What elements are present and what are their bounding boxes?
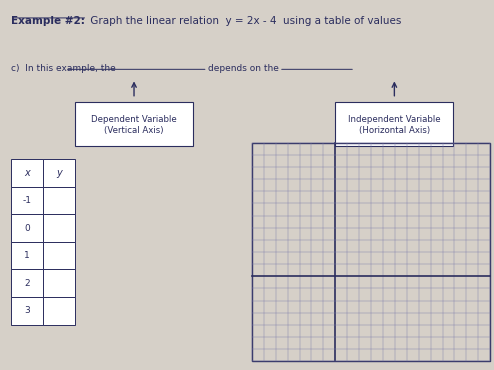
FancyBboxPatch shape — [11, 159, 43, 187]
Text: c)  In this example, the: c) In this example, the — [11, 64, 116, 73]
FancyBboxPatch shape — [43, 214, 75, 242]
FancyBboxPatch shape — [43, 269, 75, 297]
FancyBboxPatch shape — [11, 187, 43, 214]
Text: 0: 0 — [24, 223, 30, 233]
FancyBboxPatch shape — [75, 102, 193, 147]
Text: 1: 1 — [24, 251, 30, 260]
FancyBboxPatch shape — [11, 242, 43, 269]
Text: 2: 2 — [24, 279, 30, 288]
FancyBboxPatch shape — [43, 242, 75, 269]
Text: Independent Variable: Independent Variable — [348, 115, 441, 124]
FancyBboxPatch shape — [11, 214, 43, 242]
Text: (Horizontal Axis): (Horizontal Axis) — [359, 126, 430, 135]
Text: depends on the: depends on the — [207, 64, 279, 73]
Text: x: x — [24, 168, 30, 178]
Text: -1: -1 — [23, 196, 32, 205]
FancyBboxPatch shape — [43, 297, 75, 324]
Text: Example #2:: Example #2: — [11, 16, 85, 26]
Text: 3: 3 — [24, 306, 30, 315]
FancyBboxPatch shape — [43, 159, 75, 187]
FancyBboxPatch shape — [11, 269, 43, 297]
Text: y: y — [56, 168, 62, 178]
Text: (Vertical Axis): (Vertical Axis) — [104, 126, 164, 135]
FancyBboxPatch shape — [11, 297, 43, 324]
Text: Graph the linear relation  y = 2x - 4  using a table of values: Graph the linear relation y = 2x - 4 usi… — [87, 16, 402, 26]
Text: Dependent Variable: Dependent Variable — [91, 115, 177, 124]
FancyBboxPatch shape — [335, 102, 453, 147]
FancyBboxPatch shape — [43, 187, 75, 214]
